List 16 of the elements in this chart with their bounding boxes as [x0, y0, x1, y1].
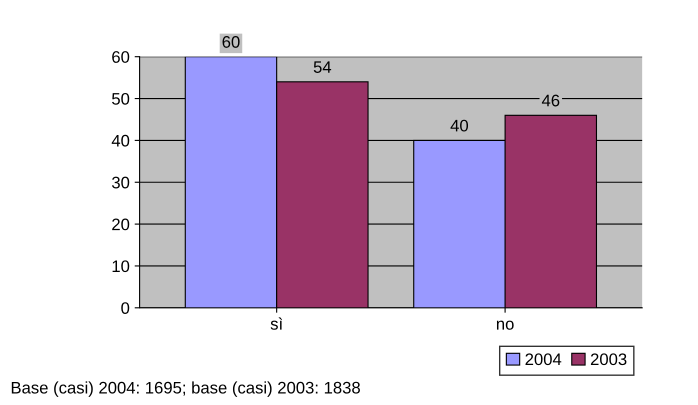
- data-label: 40: [450, 120, 468, 132]
- data-label: 54: [314, 61, 332, 73]
- data-label: 46: [542, 94, 560, 106]
- legend-label: 2003: [590, 353, 626, 366]
- y-tick-label: 0: [121, 302, 130, 314]
- y-tick-label: 10: [112, 260, 130, 272]
- legend-label: 2004: [526, 353, 562, 366]
- y-tick-label: 40: [112, 134, 130, 147]
- y-tick-label: 30: [112, 176, 130, 188]
- y-tick-label: 20: [112, 218, 130, 230]
- text: Base (casi) 2004: 1695; base (casi) 2003: 1838: [12, 381, 360, 397]
- x-tick-label: no: [496, 320, 514, 330]
- x-tick-label: sì: [270, 317, 282, 330]
- y-tick-label: 50: [112, 92, 130, 105]
- data-label: 60: [222, 36, 240, 48]
- y-tick-label: 60: [112, 51, 130, 63]
